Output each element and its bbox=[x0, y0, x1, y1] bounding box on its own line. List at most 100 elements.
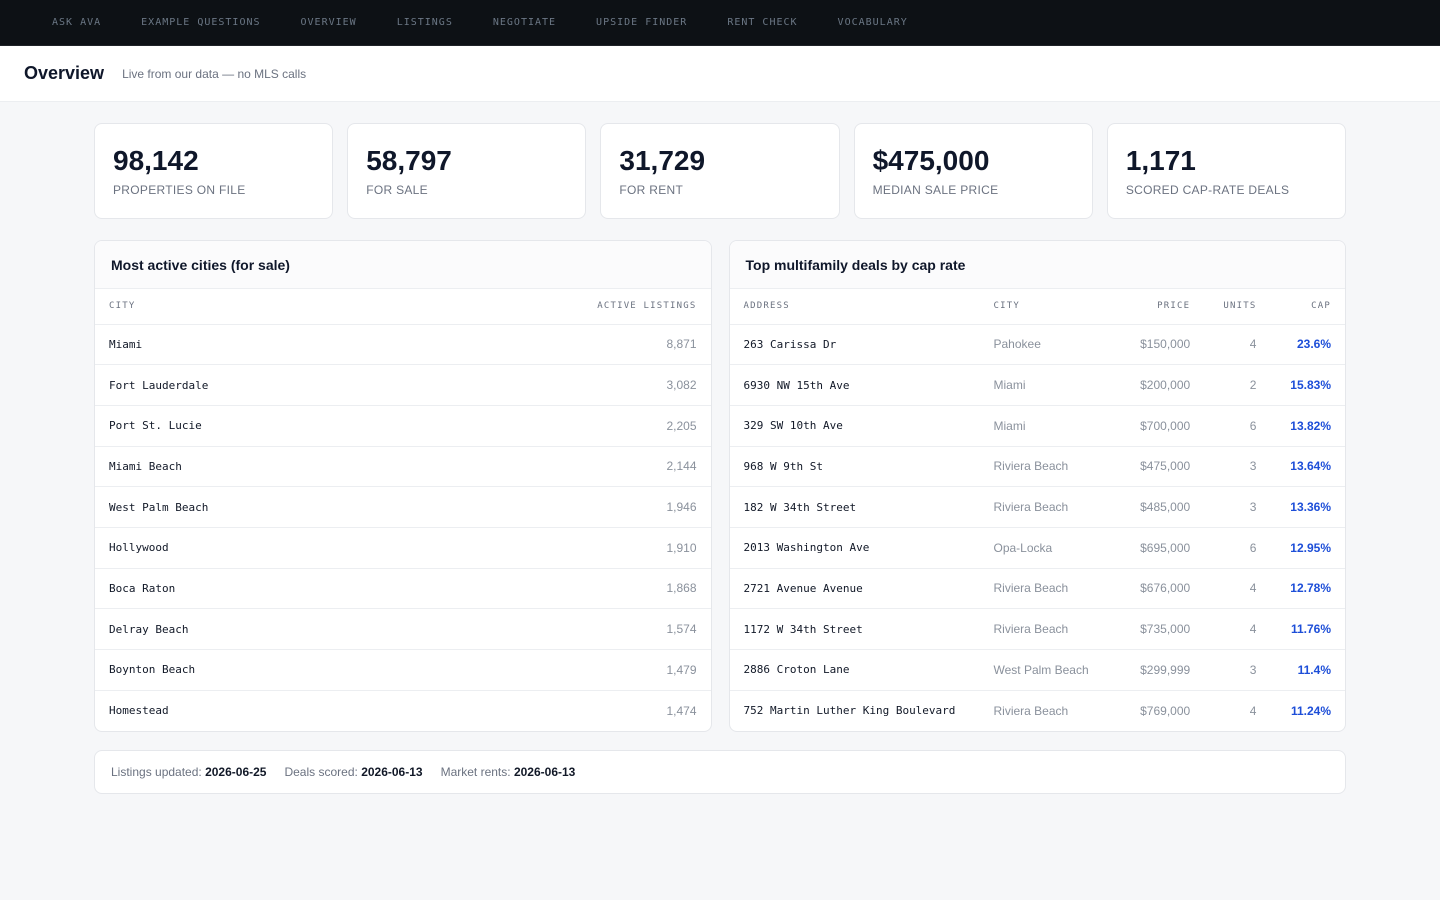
active-listings-count: 1,479 bbox=[402, 649, 711, 691]
deal-price: $695,000 bbox=[1119, 527, 1205, 569]
table-row[interactable]: 182 W 34th Street Riviera Beach $485,000 3 1… bbox=[729, 486, 1345, 528]
freshness-label: Listings updated: bbox=[111, 764, 202, 779]
deal-cap-rate: 11.76% bbox=[1270, 608, 1345, 650]
deal-units: 4 bbox=[1204, 324, 1271, 366]
nav-overview[interactable]: OVERVIEW bbox=[300, 17, 357, 28]
nav-example-questions[interactable]: EXAMPLE QUESTIONS bbox=[141, 17, 261, 28]
city-name: West Palm Beach bbox=[95, 486, 403, 528]
main-content: 98,142 PROPERTIES ON FILE 58,797 FOR SAL… bbox=[94, 123, 1347, 794]
table-row[interactable]: 968 W 9th St Riviera Beach $475,000 3 13.64% bbox=[729, 446, 1345, 488]
stat-card-for-rent: 31,729 FOR RENT bbox=[600, 123, 840, 219]
data-freshness-bar: Listings updated: 2026-06-25 Deals score… bbox=[94, 749, 1346, 794]
table-row[interactable]: 2886 Croton Lane West Palm Beach $299,999 3… bbox=[729, 649, 1345, 691]
table-row[interactable]: Boynton Beach 1,479 bbox=[95, 649, 711, 691]
nav-upside-finder[interactable]: UPSIDE FINDER bbox=[596, 17, 688, 28]
table-row[interactable]: Boca Raton 1,868 bbox=[95, 568, 711, 610]
table-row[interactable]: 2013 Washington Ave Opa-Locka $695,000 6 12.… bbox=[729, 527, 1345, 569]
deal-cap-rate: 11.24% bbox=[1290, 703, 1331, 718]
stat-value: 31,729 bbox=[619, 145, 706, 176]
table-row[interactable]: Fort Lauderdale 3,082 bbox=[95, 364, 711, 406]
city-name: Boca Raton bbox=[95, 568, 403, 610]
city-name: Homestead bbox=[109, 704, 169, 718]
stat-label: FOR RENT bbox=[619, 183, 684, 197]
deal-units: 4 bbox=[1204, 608, 1271, 650]
page-header: Overview Live from our data — no MLS cal… bbox=[0, 46, 1440, 102]
table-row[interactable]: 1172 W 34th Street Riviera Beach $735,000 4… bbox=[729, 608, 1345, 650]
stat-card-for-sale: 58,797 FOR SALE bbox=[347, 123, 587, 219]
deal-address: 329 SW 10th Ave bbox=[729, 405, 980, 447]
deal-units: 3 bbox=[1204, 649, 1271, 691]
column-header-city: CITY bbox=[979, 289, 1120, 325]
table-row[interactable]: 752 Martin Luther King Boulevard Riviera … bbox=[730, 690, 1346, 731]
table-row[interactable]: Hollywood 1,910 bbox=[95, 527, 711, 569]
active-listings-count: 1,868 bbox=[402, 568, 711, 610]
deal-units: 3 bbox=[1204, 446, 1271, 488]
deal-price: $150,000 bbox=[1119, 324, 1205, 366]
nav-negotiate[interactable]: NEGOTIATE bbox=[492, 17, 557, 28]
page-subtitle: Live from our data — no MLS calls bbox=[122, 66, 307, 81]
stat-label: PROPERTIES ON FILE bbox=[113, 183, 246, 197]
table-row[interactable]: Homestead 1,474 bbox=[95, 690, 711, 731]
active-listings-count: 2,205 bbox=[402, 405, 711, 447]
deal-units: 6 bbox=[1204, 527, 1271, 569]
cities-panel: Most active cities (for sale) CITY ACTIV… bbox=[94, 240, 712, 732]
table-row[interactable]: 2721 Avenue Avenue Riviera Beach $676,000 4… bbox=[729, 568, 1345, 610]
deal-price: $700,000 bbox=[1119, 405, 1205, 447]
deal-city: Riviera Beach bbox=[993, 703, 1069, 718]
deal-cap-rate: 13.82% bbox=[1270, 405, 1345, 447]
stats-row: 98,142 PROPERTIES ON FILE 58,797 FOR SAL… bbox=[94, 123, 1347, 219]
deal-address: 263 Carissa Dr bbox=[729, 324, 980, 366]
deal-units: 3 bbox=[1204, 486, 1271, 528]
page-title: Overview bbox=[24, 63, 105, 83]
deal-city: Pahokee bbox=[979, 324, 1120, 366]
deal-units: 2 bbox=[1204, 364, 1271, 406]
deal-price: $475,000 bbox=[1119, 446, 1205, 488]
city-name: Fort Lauderdale bbox=[95, 364, 403, 406]
table-row[interactable]: Port St. Lucie 2,205 bbox=[95, 405, 711, 447]
freshness-label: Market rents: bbox=[440, 764, 511, 779]
active-listings-count: 3,082 bbox=[402, 364, 711, 406]
column-header-city: CITY bbox=[95, 289, 403, 325]
city-name: Miami bbox=[95, 324, 403, 366]
deal-city: Opa-Locka bbox=[979, 527, 1120, 569]
deal-address: 2721 Avenue Avenue bbox=[729, 568, 980, 610]
deal-cap-rate: 13.36% bbox=[1270, 486, 1345, 528]
deal-price: $676,000 bbox=[1119, 568, 1205, 610]
deal-units: 6 bbox=[1204, 405, 1271, 447]
freshness-deals: Deals scored: 2026-06-13 bbox=[284, 765, 422, 779]
freshness-date: 2026-06-25 bbox=[205, 764, 267, 779]
deal-address: 2886 Croton Lane bbox=[729, 649, 980, 691]
deal-city: Riviera Beach bbox=[979, 486, 1120, 528]
stat-value: 1,171 bbox=[1125, 145, 1196, 176]
table-row[interactable]: West Palm Beach 1,946 bbox=[95, 486, 711, 528]
deal-cap-rate: 13.64% bbox=[1270, 446, 1345, 488]
freshness-listings: Listings updated: 2026-06-25 bbox=[111, 765, 266, 779]
deal-city: Riviera Beach bbox=[979, 608, 1120, 650]
table-row[interactable]: 329 SW 10th Ave Miami $700,000 6 13.82% bbox=[729, 405, 1345, 447]
active-listings-count: 1,574 bbox=[402, 608, 711, 650]
active-listings-count: 8,871 bbox=[402, 324, 711, 366]
freshness-date: 2026-06-13 bbox=[361, 764, 423, 779]
deal-cap-rate: 12.95% bbox=[1270, 527, 1345, 569]
deal-cap-rate: 23.6% bbox=[1270, 324, 1345, 366]
table-row[interactable]: 263 Carissa Dr Pahokee $150,000 4 23.6% bbox=[729, 324, 1345, 366]
nav-ask-ava[interactable]: ASK AVA bbox=[52, 17, 102, 28]
stat-value: 58,797 bbox=[366, 145, 452, 176]
cities-panel-title: Most active cities (for sale) bbox=[95, 241, 711, 289]
deals-panel-title: Top multifamily deals by cap rate bbox=[729, 241, 1345, 289]
table-row[interactable]: Miami Beach 2,144 bbox=[95, 446, 711, 488]
deal-units: 4 bbox=[1204, 568, 1271, 610]
deal-units: 4 bbox=[1249, 703, 1257, 718]
table-row[interactable]: Miami 8,871 bbox=[95, 324, 711, 366]
nav-listings[interactable]: LISTINGS bbox=[396, 17, 453, 28]
deals-table: ADDRESS CITY PRICE UNITS CAP 263 Carissa… bbox=[729, 289, 1346, 731]
table-row[interactable]: Delray Beach 1,574 bbox=[95, 608, 711, 650]
deal-cap-rate: 15.83% bbox=[1270, 364, 1345, 406]
table-row[interactable]: 6930 NW 15th Ave Miami $200,000 2 15.83% bbox=[729, 364, 1345, 406]
nav-vocabulary[interactable]: VOCABULARY bbox=[837, 17, 908, 28]
deal-address: 2013 Washington Ave bbox=[729, 527, 980, 569]
nav-rent-check[interactable]: RENT CHECK bbox=[727, 17, 798, 28]
deal-price: $769,000 bbox=[1140, 703, 1191, 718]
deal-address: 182 W 34th Street bbox=[729, 486, 980, 528]
deal-cap-rate: 11.4% bbox=[1270, 649, 1345, 691]
